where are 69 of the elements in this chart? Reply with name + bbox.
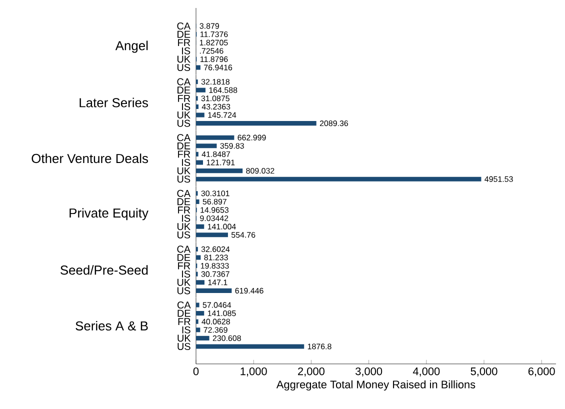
y-tick-label: FR <box>178 262 190 270</box>
y-tick-label: IS <box>182 214 190 222</box>
y-tick-label: IS <box>182 158 190 166</box>
bar <box>196 255 201 260</box>
bar <box>196 232 228 238</box>
y-tick-label: FR <box>178 94 190 102</box>
y-tick-label: CA <box>177 78 191 86</box>
bar <box>196 336 210 340</box>
y-axis-title: Other Venture Deals <box>32 154 148 164</box>
bar <box>196 311 204 316</box>
bar <box>196 344 304 349</box>
y-tick-label: UK <box>177 56 190 63</box>
y-tick-label: IS <box>182 326 190 334</box>
y-tick-label: CA <box>177 301 191 309</box>
y-axis-title: Angel <box>115 40 148 53</box>
y-axis-title: Later Series <box>80 98 148 108</box>
bar <box>196 112 204 118</box>
y-tick-label: IS <box>182 47 190 54</box>
bar <box>196 328 200 332</box>
y-tick-label: CA <box>177 134 191 142</box>
bar <box>196 302 200 308</box>
y-tick-label: UK <box>177 112 190 118</box>
bar <box>196 176 482 182</box>
y-tick-label: DE <box>178 198 190 206</box>
y-tick-label: US <box>177 231 190 238</box>
y-tick-label: CA <box>177 190 191 197</box>
y-tick-label: CA <box>177 246 191 253</box>
y-tick-label: US <box>177 64 190 72</box>
bar <box>196 144 217 148</box>
bar <box>196 199 200 204</box>
y-tick-label: US <box>177 120 190 127</box>
bar <box>196 121 316 126</box>
y-tick-label: DE <box>178 310 190 317</box>
y-tick-label: DE <box>178 30 190 38</box>
y-tick-label: DE <box>178 142 190 150</box>
bar <box>196 135 234 140</box>
y-tick-label: UK <box>177 223 190 230</box>
y-axis-title: Seed/Pre-Seed <box>60 265 148 275</box>
y-tick-label: FR <box>178 150 190 158</box>
bar <box>196 280 204 285</box>
y-tick-label: DE <box>178 86 190 94</box>
y-tick-label: DE <box>178 254 190 261</box>
y-tick-label: CA <box>177 22 191 30</box>
y-tick-label: UK <box>178 334 191 342</box>
y-tick-label: UK <box>177 167 190 174</box>
y-tick-label: FR <box>178 206 190 214</box>
bar <box>196 288 232 293</box>
y-tick-label: UK <box>177 278 190 286</box>
x-tick-label: 4,000 <box>412 367 440 376</box>
x-tick-label: 1,000 <box>240 367 267 376</box>
y-axis-title: Private Equity <box>70 208 148 220</box>
y-tick-label: US <box>178 342 190 350</box>
x-axis-title: Aggregate Total Money Raised in Billions <box>276 380 476 391</box>
y-tick-label: FR <box>178 39 190 46</box>
x-tick-label: 0 <box>193 367 199 376</box>
x-tick-label: 6,000 <box>528 367 555 376</box>
bar <box>196 224 204 229</box>
x-tick-label: 3,000 <box>356 367 382 376</box>
y-tick-label: IS <box>182 103 190 110</box>
bar <box>196 168 243 174</box>
y-tick-label: US <box>177 287 190 294</box>
y-tick-label: US <box>177 176 190 183</box>
bar <box>196 160 204 165</box>
y-tick-label: IS <box>182 270 190 278</box>
x-tick-label: 5,000 <box>470 367 498 376</box>
y-axis-title: Series A & B <box>76 320 148 330</box>
bar <box>196 88 206 92</box>
x-tick-label: 2,000 <box>298 367 324 376</box>
y-tick-label: FR <box>178 318 190 326</box>
